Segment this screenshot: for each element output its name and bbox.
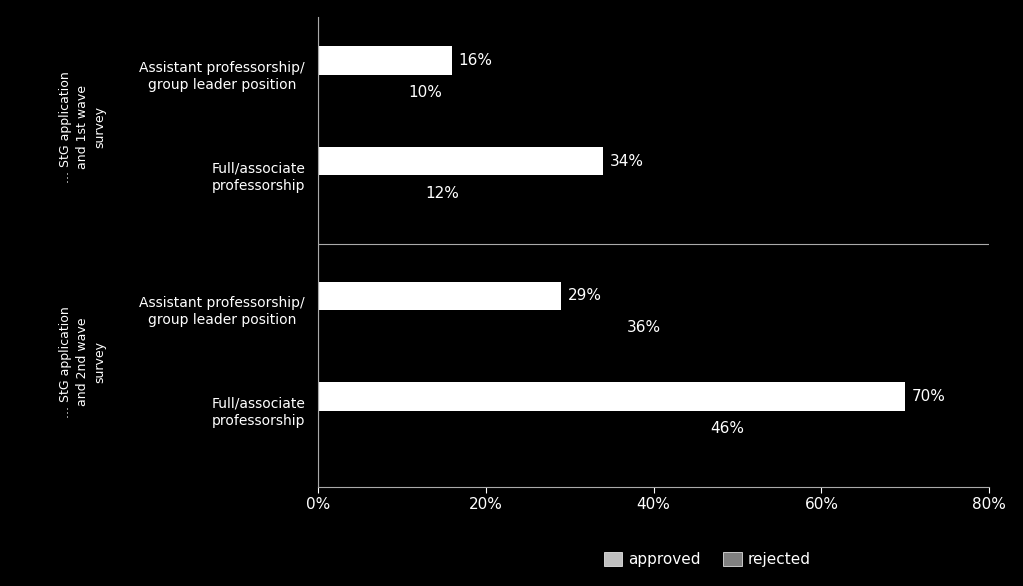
Text: ... StG application
and 2nd wave
survey: ... StG application and 2nd wave survey (59, 306, 106, 418)
Bar (318, 281, 562, 310)
Legend: approved, rejected: approved, rejected (597, 546, 817, 573)
Text: 10%: 10% (408, 85, 442, 100)
Text: ... StG application
and 1st wave
survey: ... StG application and 1st wave survey (59, 71, 106, 183)
Text: 36%: 36% (627, 320, 661, 335)
Text: 29%: 29% (568, 288, 602, 303)
Text: Assistant professorship/
group leader position: Assistant professorship/ group leader po… (139, 61, 305, 92)
Bar (318, 46, 452, 74)
Text: 16%: 16% (458, 53, 493, 68)
Bar (318, 314, 620, 342)
Text: 46%: 46% (711, 421, 745, 436)
Bar (318, 414, 704, 442)
Bar (318, 383, 905, 411)
Text: Full/associate
professorship: Full/associate professorship (211, 397, 305, 428)
Text: Assistant professorship/
group leader position: Assistant professorship/ group leader po… (139, 296, 305, 327)
Bar (318, 179, 418, 207)
Text: 34%: 34% (610, 154, 643, 169)
Text: Full/associate
professorship: Full/associate professorship (211, 162, 305, 193)
Text: 12%: 12% (426, 186, 459, 201)
Text: 70%: 70% (913, 389, 946, 404)
Bar (318, 147, 604, 175)
Bar (318, 79, 402, 107)
